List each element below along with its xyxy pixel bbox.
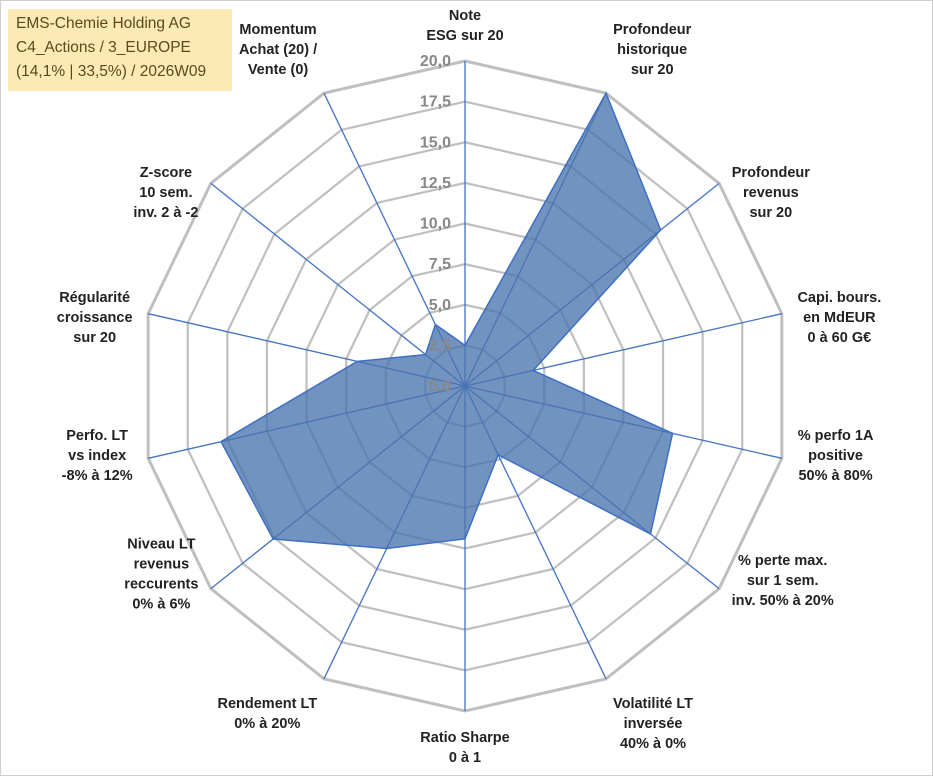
radar-category-labels: Note ESG sur 20 Profondeur historique sur 20… [57,8,881,766]
data-point [649,533,652,535]
data-point [659,229,662,231]
data-point [272,538,274,540]
data-point [532,369,534,372]
category-label: Ratio Sharpe 0 à 1 [420,730,509,766]
category-label: Z-score 10 sem. inv. 2 à -2 [133,165,198,221]
data-point [671,432,674,435]
category-label: % perfo 1A positive 50% à 80% [798,428,874,484]
data-point [497,454,499,456]
data-point [605,92,607,94]
category-label: Profondeur historique sur 20 [613,22,691,78]
spoke-line [210,182,466,387]
tick-label: 20,0 [420,53,451,70]
tick-label: 15,0 [420,134,451,151]
tick-label: 5,0 [429,297,451,314]
tick-label: 12,5 [420,175,451,192]
category-label: Capi. bours. en MdEUR 0 à 60 G€ [797,290,881,346]
tick-label: 7,5 [429,256,451,273]
title-category: C4_Actions / 3_EUROPE [16,39,191,56]
radar-tick-labels: 0,0 2,5 5,0 7,5 10,0 12,5 15,0 17,5 20,0 [420,53,451,395]
series-area [220,92,674,550]
data-point [356,360,359,363]
category-label: Rendement LT 0% à 20% [217,696,317,732]
category-label: Volatilité LT inversée 40% à 0% [613,696,693,752]
tick-label: 17,5 [420,94,451,111]
tick-label: 0,0 [429,378,451,395]
data-point [424,353,427,356]
title-box: EMS-Chemie Holding AG C4_Actions / 3_EUR… [8,9,232,91]
data-point [434,323,437,326]
title-period: (14,1% | 33,5%) / 2026W09 [16,63,207,80]
data-point [464,537,466,540]
title-company: EMS-Chemie Holding AG [16,15,191,32]
radar-series [220,92,674,550]
category-label: Niveau LT revenus reccurents 0% à 6% [124,537,198,613]
category-label: Régularité croissance sur 20 [57,290,133,346]
data-point [464,344,466,347]
data-point [385,547,388,550]
tick-label: 2,5 [429,337,451,354]
category-label: Profondeur revenus sur 20 [732,165,810,221]
category-label: Perfo. LT vs index -8% à 12% [62,428,133,484]
category-label: % perte max. sur 1 sem. inv. 50% à 20% [732,553,834,609]
data-point [220,440,222,443]
category-label: Note ESG sur 20 [426,8,503,44]
category-label: Momentum Achat (20) / Vente (0) [239,22,317,78]
tick-label: 10,0 [420,216,451,233]
